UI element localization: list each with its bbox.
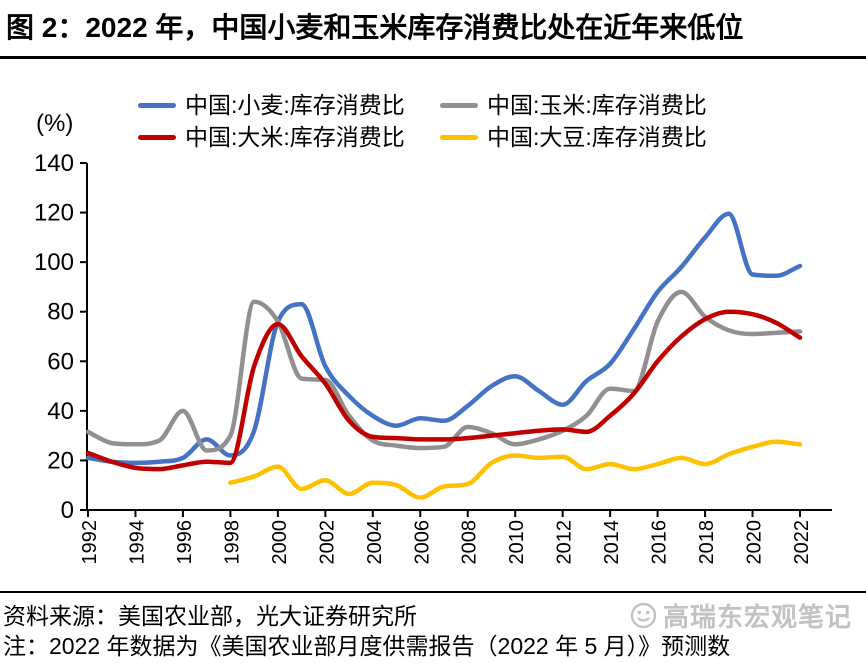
watermark: 高瑞东宏观笔记 bbox=[630, 597, 852, 634]
y-axis-unit-label: (%) bbox=[36, 110, 74, 137]
wheat-series-line bbox=[85, 211, 803, 466]
watermark-logo-icon bbox=[630, 602, 657, 629]
x-axis-tick-label: 2018 bbox=[696, 520, 718, 565]
y-axis-tick-label: 40 bbox=[47, 398, 74, 425]
y-axis-tick-label: 100 bbox=[34, 249, 74, 276]
figure-title: 图 2：2022 年，中国小麦和玉米库存消费比处在近年来低位 bbox=[6, 12, 744, 43]
x-axis-tick-label: 2022 bbox=[791, 520, 813, 565]
x-axis-tick-label: 1994 bbox=[126, 520, 148, 565]
x-axis-tick-label: 2014 bbox=[601, 520, 623, 565]
corn-series-line bbox=[85, 289, 803, 453]
x-axis-tick-label: 1996 bbox=[174, 520, 196, 565]
legend-label-corn: 中国:玉米:库存消费比 bbox=[487, 92, 707, 118]
data-note: 注：2022 年数据为《美国农业部月度供需报告（2022 年 5 月）》预测数 bbox=[3, 633, 731, 659]
y-axis-tick-label: 60 bbox=[47, 348, 74, 375]
x-axis-tick-label: 2000 bbox=[269, 520, 291, 565]
y-axis-tick-label: 0 bbox=[61, 497, 74, 524]
legend-item-wheat: 中国:小麦:库存消费比 bbox=[138, 92, 405, 118]
x-axis-tick-label: 2020 bbox=[744, 520, 766, 565]
title-divider bbox=[0, 56, 866, 59]
legend-item-soybean: 中国:大豆:库存消费比 bbox=[440, 124, 707, 150]
x-axis-tick-label: 1998 bbox=[221, 520, 243, 565]
legend-label-rice: 中国:大米:库存消费比 bbox=[185, 124, 405, 150]
wheat-line-swatch bbox=[138, 102, 176, 108]
x-axis-tick-label: 2012 bbox=[554, 520, 576, 565]
soybean-series-line bbox=[228, 439, 803, 500]
x-axis-tick-label: 2002 bbox=[316, 520, 338, 565]
source-note: 资料来源：美国农业部，光大证券研究所 bbox=[3, 603, 417, 629]
y-axis-tick-label: 120 bbox=[34, 200, 74, 227]
footer-divider bbox=[0, 591, 866, 593]
y-axis-tick-label: 140 bbox=[34, 150, 74, 177]
corn-line-swatch bbox=[440, 102, 478, 108]
legend-label-wheat: 中国:小麦:库存消费比 bbox=[185, 92, 405, 118]
rice-series-line bbox=[85, 309, 803, 472]
watermark-text: 高瑞东宏观笔记 bbox=[663, 602, 853, 632]
legend-label-soybean: 中国:大豆:库存消费比 bbox=[487, 124, 707, 150]
y-axis-tick-label: 20 bbox=[47, 447, 74, 474]
soybean-line-swatch bbox=[440, 134, 478, 140]
x-axis-tick-label: 2016 bbox=[649, 520, 671, 565]
x-axis-tick-label: 2006 bbox=[411, 520, 433, 565]
x-axis-tick-label: 2010 bbox=[506, 520, 528, 565]
legend-item-corn: 中国:玉米:库存消费比 bbox=[440, 92, 707, 118]
legend-item-rice: 中国:大米:库存消费比 bbox=[138, 124, 405, 150]
x-axis-tick-label: 2004 bbox=[364, 520, 386, 565]
x-axis-tick-label: 2008 bbox=[459, 520, 481, 565]
y-axis-tick-label: 80 bbox=[47, 299, 74, 326]
rice-line-swatch bbox=[138, 134, 176, 140]
x-axis-tick-label: 1992 bbox=[79, 520, 101, 565]
